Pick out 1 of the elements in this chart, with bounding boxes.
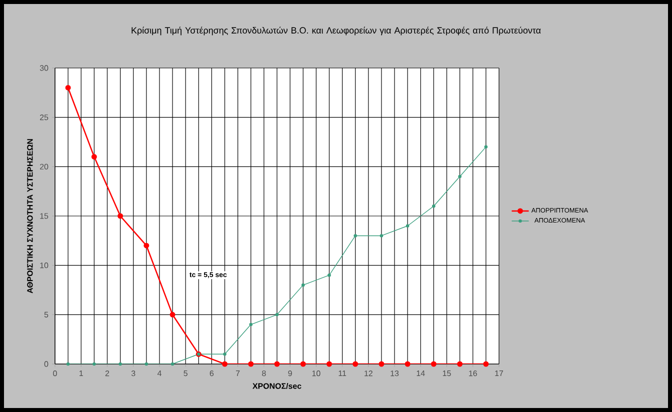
chart-title: Κρίσιμη Τιμή Υστέρησης Σπονδυλωτών Β.Ο. και Λεωφορείων για Αριστερές Στροφές από Πρωτεύοντα xyxy=(132,26,541,36)
